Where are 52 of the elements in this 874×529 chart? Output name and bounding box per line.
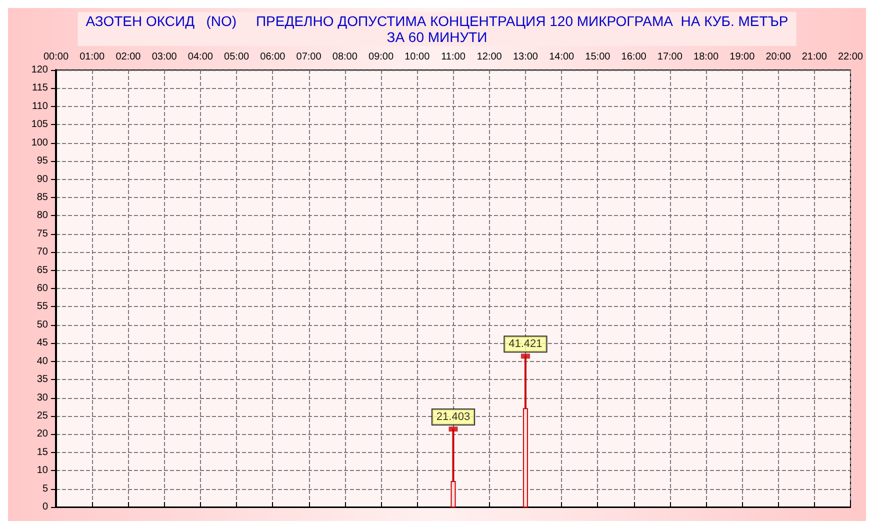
y-tick-label: 55: [36, 301, 48, 312]
y-tick-label: 45: [36, 338, 48, 349]
y-tick-label: 80: [36, 210, 48, 222]
x-tick-label: 22:00: [838, 52, 864, 62]
y-tick-label: 70: [36, 246, 48, 258]
y-tick-label: 0: [42, 502, 48, 512]
y-tick-label: 120: [31, 64, 48, 76]
y-tick-label: 90: [36, 174, 48, 185]
y-tick-label: 85: [36, 192, 48, 203]
y-tick-label: 40: [36, 356, 48, 367]
x-tick-label: 00:00: [43, 52, 69, 62]
y-tick-label: 60: [36, 283, 48, 294]
y-tick-label: 75: [36, 228, 48, 240]
y-tick-label: 105: [31, 119, 48, 130]
x-tick-label: 15:00: [585, 52, 611, 62]
y-tick-label: 30: [36, 392, 48, 404]
x-tick-label: 05:00: [224, 52, 250, 62]
y-tick-label: 25: [36, 410, 48, 422]
y-tick-label: 10: [36, 465, 48, 476]
y-tick-label: 35: [36, 374, 48, 386]
y-tick-label: 65: [36, 264, 48, 276]
data-label: 41.421: [508, 338, 542, 350]
x-tick-label: 09:00: [368, 52, 394, 62]
x-tick-label: 18:00: [694, 52, 719, 62]
x-tick-label: 11:00: [441, 52, 466, 62]
x-tick-label: 04:00: [188, 52, 214, 62]
x-tick-label: 12:00: [476, 52, 502, 62]
x-tick-label: 03:00: [152, 52, 178, 62]
x-tick-label: 06:00: [260, 52, 286, 62]
x-tick-label: 08:00: [332, 52, 358, 62]
y-tick-label: 15: [36, 446, 48, 458]
x-tick-label: 01:00: [80, 52, 106, 62]
x-tick-label: 19:00: [730, 52, 756, 62]
x-tick-label: 07:00: [296, 52, 322, 62]
x-tick-label: 21:00: [802, 52, 828, 62]
x-tick-label: 10:00: [404, 52, 430, 62]
x-tick-label: 17:00: [657, 52, 683, 62]
y-tick-label: 5: [42, 483, 48, 494]
x-tick-label: 14:00: [549, 52, 575, 62]
x-tick-label: 02:00: [116, 52, 142, 62]
x-tick-label: 13:00: [512, 52, 538, 62]
y-tick-label: 100: [31, 137, 48, 148]
data-label: 21.403: [436, 411, 470, 424]
y-tick-label: 20: [36, 428, 48, 440]
y-tick-label: 50: [36, 319, 48, 330]
chart-subtitle: ЗА 60 МИНУТИ: [386, 29, 488, 45]
x-tick-label: 20:00: [766, 52, 792, 62]
y-tick-label: 115: [32, 82, 48, 94]
y-tick-label: 110: [32, 100, 48, 112]
x-tick-label: 16:00: [621, 52, 647, 62]
y-tick-label: 95: [36, 156, 48, 167]
chart-title: АЗОТЕН ОКСИД (NO) ПРЕДЕЛНО ДОПУСТИМА КОНЦЕНТРАЦИЯ 120 МИКРОГРАМА НА КУБ. МЕТЪР: [86, 13, 788, 29]
